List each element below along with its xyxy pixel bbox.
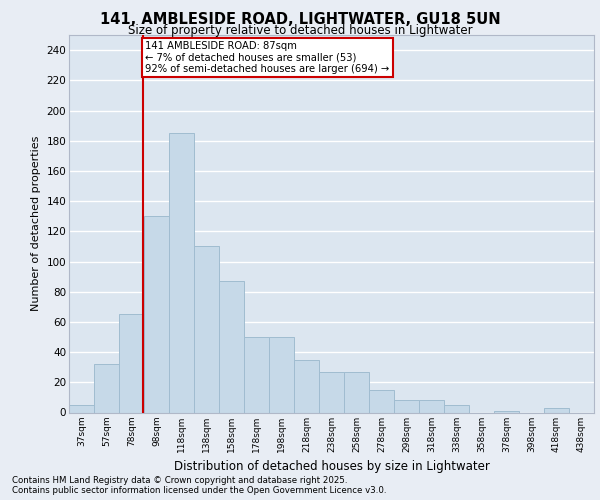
Bar (369, 390, 394, 412)
Bar (244, 337, 269, 412)
Bar (444, 405, 469, 412)
Bar (69, 405, 94, 412)
Bar (319, 372, 344, 412)
Bar (219, 281, 244, 412)
Bar (194, 246, 219, 412)
X-axis label: Distribution of detached houses by size in Lightwater: Distribution of detached houses by size … (173, 460, 490, 473)
Bar (544, 408, 569, 412)
Text: Size of property relative to detached houses in Lightwater: Size of property relative to detached ho… (128, 24, 472, 37)
Bar (169, 133, 194, 412)
Bar (294, 360, 319, 412)
Bar (144, 216, 169, 412)
Bar (344, 372, 369, 412)
Bar (494, 411, 519, 412)
Text: 141, AMBLESIDE ROAD, LIGHTWATER, GU18 5UN: 141, AMBLESIDE ROAD, LIGHTWATER, GU18 5U… (100, 12, 500, 28)
Text: 141 AMBLESIDE ROAD: 87sqm
← 7% of detached houses are smaller (53)
92% of semi-d: 141 AMBLESIDE ROAD: 87sqm ← 7% of detach… (145, 41, 389, 74)
Bar (94, 364, 119, 412)
Y-axis label: Number of detached properties: Number of detached properties (31, 136, 41, 312)
Text: Contains HM Land Registry data © Crown copyright and database right 2025.
Contai: Contains HM Land Registry data © Crown c… (12, 476, 386, 495)
Bar (419, 400, 444, 412)
Bar (394, 400, 419, 412)
Bar (269, 337, 294, 412)
Bar (119, 314, 144, 412)
